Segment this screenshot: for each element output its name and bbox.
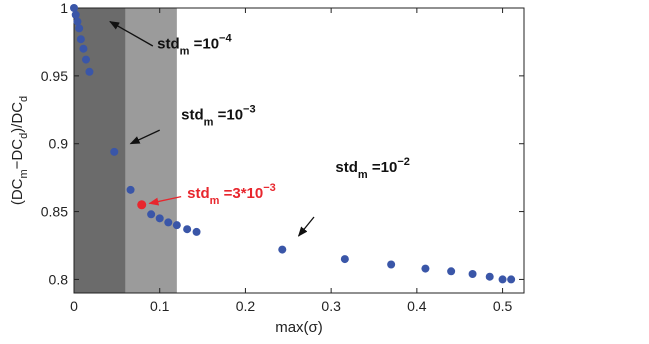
- data-point: [110, 147, 119, 156]
- data-point: [192, 227, 201, 236]
- data-point: [507, 275, 516, 284]
- x-tick-label: 0.5: [493, 298, 513, 314]
- data-points: [70, 4, 516, 284]
- annotation-label: stdm =10−2: [335, 156, 409, 181]
- data-point: [340, 255, 349, 264]
- data-point: [75, 24, 84, 33]
- annotation-arrow: [148, 196, 182, 206]
- data-point: [498, 275, 507, 284]
- annotation-label: stdm =10−3: [181, 103, 255, 128]
- data-point: [70, 4, 78, 12]
- annotation-arrow: [129, 129, 160, 145]
- x-tick-label: 0.4: [407, 298, 427, 314]
- plot-frame: [73, 7, 525, 294]
- annotation-arrow: [297, 216, 315, 237]
- y-axis-label: (DCm−DCd)/DCd: [9, 96, 30, 205]
- x-tick-label: 0.2: [236, 298, 256, 314]
- highlighted-point: [137, 200, 147, 210]
- y-tick-label: 0.9: [49, 136, 69, 152]
- data-point: [79, 44, 88, 53]
- data-point: [172, 221, 181, 230]
- data-point: [126, 185, 135, 194]
- annotations: stdm =10−4 stdm =10−3 stdm =3*10−3 stdm =10…: [109, 21, 410, 237]
- data-point: [164, 218, 173, 227]
- data-point: [73, 17, 82, 26]
- data-point: [421, 264, 430, 273]
- data-point: [71, 10, 80, 19]
- data-point: [468, 270, 477, 278]
- annotation-label: stdm =3*10−3: [187, 182, 276, 207]
- data-point: [147, 210, 156, 219]
- x-tick-label: 0.3: [321, 298, 341, 314]
- data-point: [447, 267, 456, 276]
- annotation-arrow: [109, 21, 154, 47]
- y-tick-label: 0.85: [41, 204, 68, 220]
- data-point: [85, 67, 94, 76]
- y-tick-label: 1: [60, 0, 68, 16]
- x-axis-label: max(σ): [275, 319, 323, 336]
- x-tick-label: 0.1: [150, 298, 170, 314]
- axis-ticks: 0 0.1 0.2 0.3 0.4 0.5 0.8 0.85 0.9 0.95 1: [41, 0, 524, 314]
- data-point: [76, 35, 85, 44]
- x-tick-label: 0: [70, 298, 78, 314]
- data-point: [82, 55, 90, 64]
- data-point: [387, 260, 396, 269]
- data-point: [155, 214, 164, 223]
- y-tick-label: 0.95: [41, 68, 68, 84]
- data-point: [485, 272, 494, 281]
- annotation-label: stdm =10−4: [157, 33, 232, 58]
- shaded-region-2: [125, 8, 177, 293]
- data-point: [183, 225, 192, 234]
- y-tick-label: 0.8: [49, 271, 69, 287]
- data-point: [278, 245, 287, 254]
